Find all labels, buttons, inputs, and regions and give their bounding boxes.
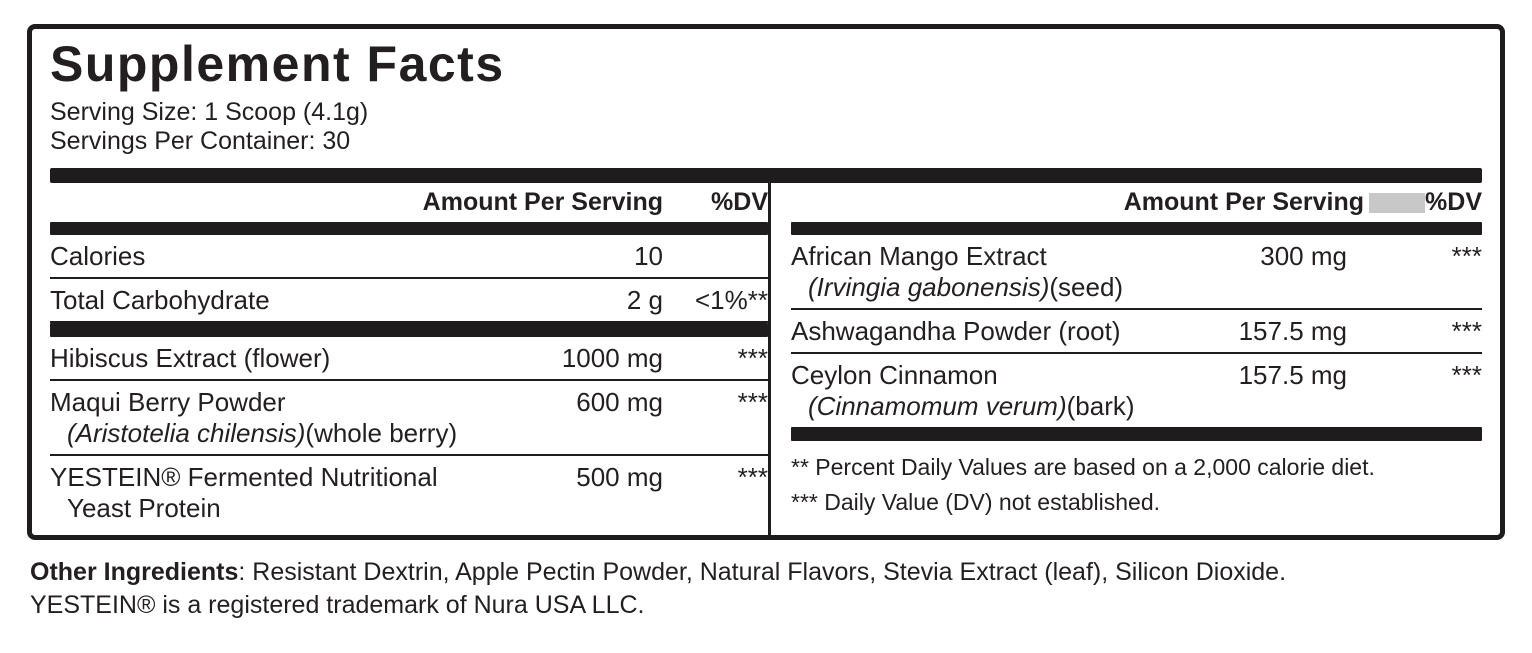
ingredient-name-line1: African Mango Extract — [791, 241, 1047, 271]
ingredient-dv: *** — [1451, 241, 1482, 271]
trademark-line: YESTEIN® is a registered trademark of Nu… — [30, 591, 645, 619]
right-column-header: Amount Per Serving %DV — [791, 183, 1482, 222]
left-section-divider — [50, 323, 768, 337]
serving-size: Serving Size: 1 Scoop (4.1g) — [50, 98, 369, 126]
ingredient-dv: *** — [1451, 360, 1482, 390]
right-header-amount-per-serving: Amount Per Serving — [1123, 188, 1365, 216]
ingredient-plant-part: (whole berry) — [305, 418, 458, 448]
row-african-mango-extract: African Mango Extract (Irvingia gabonens… — [791, 235, 1482, 310]
ingredient-name: Calories — [50, 241, 146, 271]
row-yestein-yeast-protein: YESTEIN® Fermented Nutritional Yeast Pro… — [50, 456, 768, 529]
ingredient-name-line2: Yeast Protein — [67, 493, 221, 523]
ingredient-name-line1: YESTEIN® Fermented Nutritional — [50, 462, 438, 492]
supplement-facts-panel: Supplement Facts Serving Size: 1 Scoop (… — [27, 24, 1505, 540]
left-header-dv: %DV — [711, 188, 768, 216]
redaction-gray-box — [1369, 192, 1426, 213]
ingredient-name-line1: Ceylon Cinnamon — [791, 360, 998, 390]
ingredient-name: Ashwagandha Powder (root) — [791, 316, 1121, 346]
ingredient-dv: <1%** — [695, 285, 768, 315]
ingredient-amount: 600 mg — [576, 387, 663, 417]
ingredient-latin-name: (Aristotelia chilensis) — [67, 418, 306, 448]
ingredient-dv: *** — [737, 343, 768, 373]
ingredient-amount: 10 — [634, 241, 663, 271]
left-column-header: Amount Per Serving %DV — [50, 183, 768, 222]
footnote-dv-not-established: *** Daily Value (DV) not established. — [791, 489, 1161, 515]
ingredient-name: Hibiscus Extract (flower) — [50, 343, 331, 373]
right-column: Amount Per Serving %DV African Mango Ext… — [771, 183, 1482, 535]
ingredient-amount: 300 mg — [1260, 241, 1347, 271]
ingredient-dv: *** — [1451, 316, 1482, 346]
column-vertical-divider — [768, 183, 771, 535]
row-ashwagandha-powder: Ashwagandha Powder (root) 157.5 mg *** — [791, 310, 1482, 354]
ingredient-name-line1: Maqui Berry Powder — [50, 387, 286, 417]
ingredient-amount: 500 mg — [576, 462, 663, 492]
ingredient-dv: *** — [737, 462, 768, 492]
row-calories: Calories 10 — [50, 235, 768, 279]
label-footer: Other Ingredients: Resistant Dextrin, Ap… — [30, 556, 1286, 622]
right-header-divider — [791, 222, 1482, 235]
left-header-amount-per-serving: Amount Per Serving — [422, 188, 663, 216]
ingredient-botanical-line: (Irvingia gabonensis)(seed) — [791, 272, 1217, 303]
ingredient-dv: *** — [737, 387, 768, 417]
nutrition-columns: Amount Per Serving %DV Calories 10 Total… — [50, 183, 1482, 535]
ingredient-botanical-line: (Aristotelia chilensis)(whole berry) — [50, 418, 533, 449]
ingredient-name: Total Carbohydrate — [50, 285, 270, 315]
daily-value-footnotes: ** Percent Daily Values are based on a 2… — [791, 441, 1482, 520]
ingredient-plant-part: (seed) — [1049, 272, 1124, 302]
ingredient-name: African Mango Extract (Irvingia gabonens… — [791, 241, 1217, 303]
ingredient-latin-name: (Cinnamomum verum) — [808, 391, 1067, 421]
right-section-divider — [791, 427, 1482, 441]
ingredient-name: YESTEIN® Fermented Nutritional Yeast Pro… — [50, 462, 533, 524]
ingredient-name: Ceylon Cinnamon (Cinnamomum verum)(bark) — [791, 360, 1217, 422]
ingredient-name: Maqui Berry Powder (Aristotelia chilensi… — [50, 387, 533, 449]
ingredient-amount: 157.5 mg — [1238, 316, 1347, 346]
ingredient-latin-name: (Irvingia gabonensis) — [808, 272, 1050, 302]
row-maqui-berry-powder: Maqui Berry Powder (Aristotelia chilensi… — [50, 381, 768, 456]
left-column: Amount Per Serving %DV Calories 10 Total… — [50, 183, 768, 535]
panel-title: Supplement Facts — [50, 36, 505, 92]
thick-divider-top — [50, 168, 1482, 183]
ingredient-amount: 2 g — [626, 285, 663, 315]
row-ceylon-cinnamon: Ceylon Cinnamon (Cinnamomum verum)(bark)… — [791, 354, 1482, 427]
row-total-carbohydrate: Total Carbohydrate 2 g <1%** — [50, 279, 768, 323]
footnote-percent-daily-values: ** Percent Daily Values are based on a 2… — [791, 454, 1375, 480]
row-hibiscus-extract: Hibiscus Extract (flower) 1000 mg *** — [50, 337, 768, 381]
left-header-divider — [50, 222, 768, 235]
ingredient-plant-part: (bark) — [1066, 391, 1135, 421]
other-ingredients-label: Other Ingredients — [30, 558, 239, 586]
ingredient-amount: 1000 mg — [561, 343, 663, 373]
other-ingredients-line: Other Ingredients: Resistant Dextrin, Ap… — [30, 556, 1286, 589]
right-header-dv: %DV — [1425, 188, 1482, 216]
other-ingredients-text: : Resistant Dextrin, Apple Pectin Powder… — [238, 558, 1287, 586]
ingredient-botanical-line: (Cinnamomum verum)(bark) — [791, 391, 1217, 422]
servings-per-container: Servings Per Container: 30 — [50, 127, 351, 155]
ingredient-amount: 157.5 mg — [1238, 360, 1347, 390]
